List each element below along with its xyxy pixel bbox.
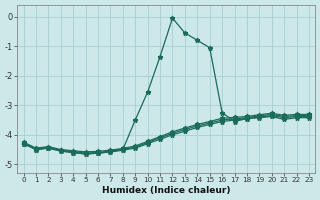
X-axis label: Humidex (Indice chaleur): Humidex (Indice chaleur) — [102, 186, 230, 195]
